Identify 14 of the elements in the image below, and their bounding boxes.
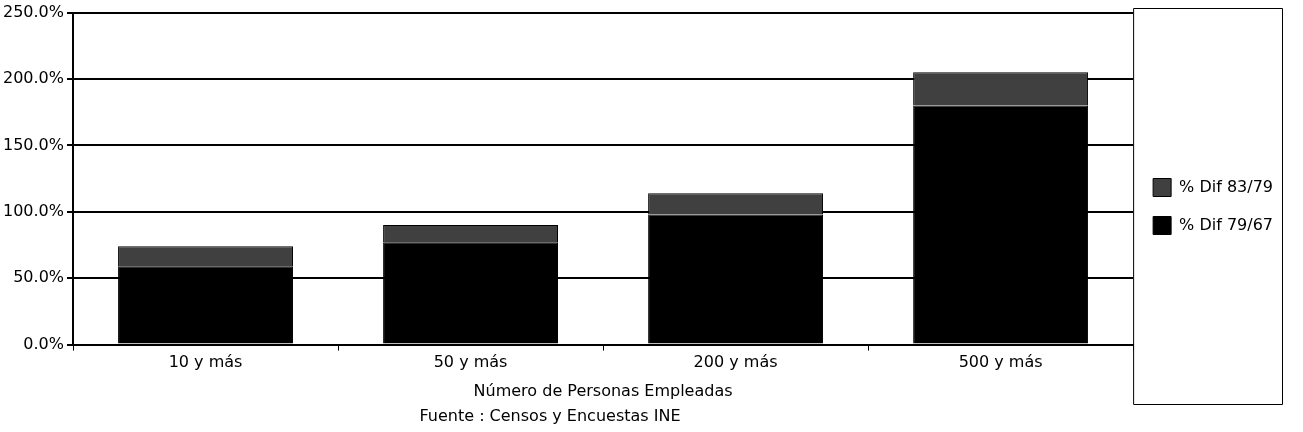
x-tick-label: 500 y más [958,352,1043,372]
x-tick-label: 200 y más [693,352,778,372]
y-tick-label: 0.0% [23,333,65,353]
source-note: Fuente : Censos y Encuestas INE [418,406,682,425]
x-axis-title: Número de Personas Empleadas [473,380,733,400]
y-tick-label: 50.0% [13,267,65,287]
legend-label: % Dif 79/67 [1179,214,1274,234]
legend-label: % Dif 83/79 [1179,176,1274,196]
x-tick-label: 50 y más [433,352,508,372]
x-tick-label: 10 y más [168,352,243,372]
y-tick-label: 250.0% [2,1,65,21]
y-tick-label: 200.0% [2,68,65,88]
y-tick-label: 150.0% [2,134,65,154]
y-tick-label: 100.0% [2,200,65,220]
